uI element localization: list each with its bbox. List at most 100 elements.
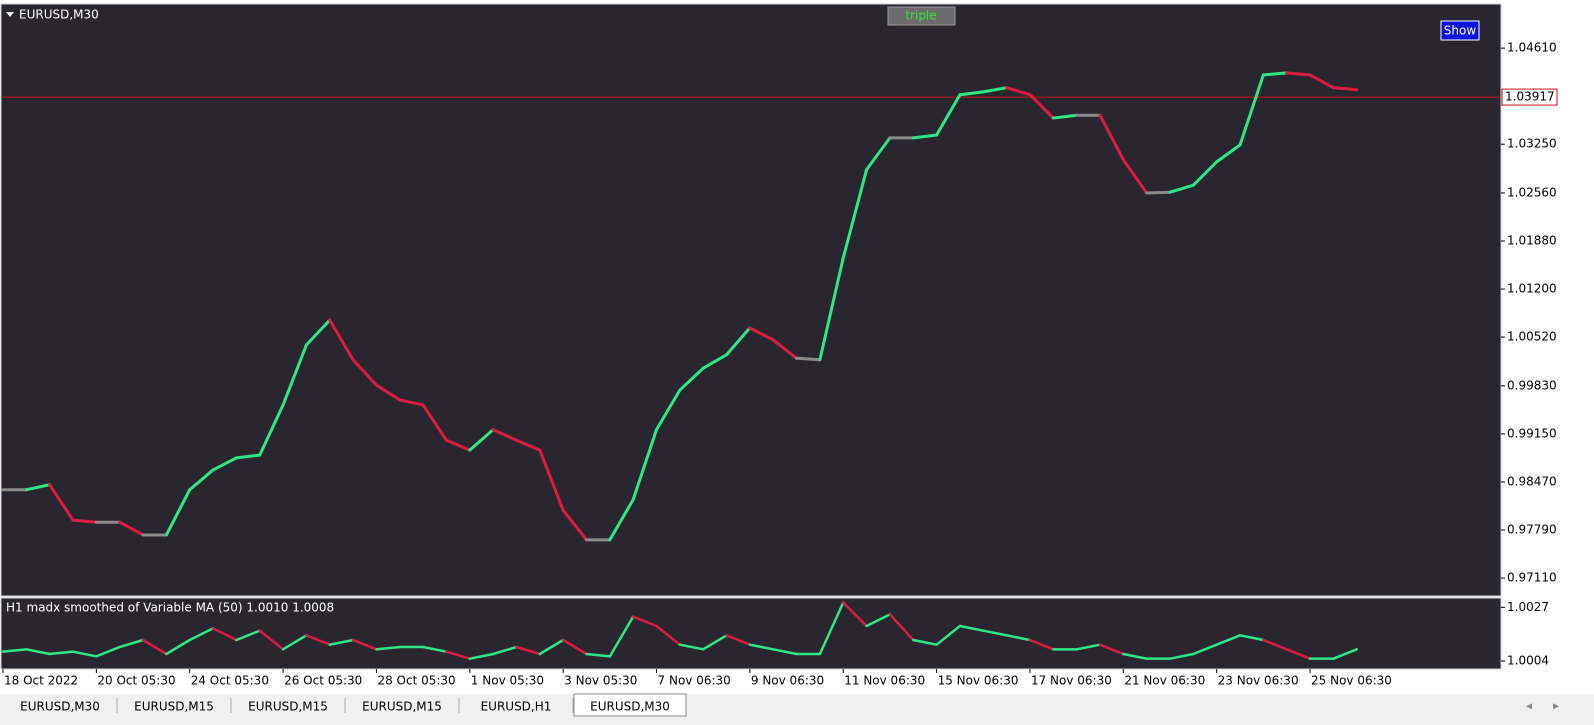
tab-label: EURUSD,M15 (362, 700, 442, 714)
tab[interactable] (460, 697, 572, 716)
line-segment (1121, 158, 1149, 195)
line-segment (421, 403, 448, 442)
line-segment (678, 366, 705, 392)
price-box (1501, 88, 1558, 106)
line-segment (515, 645, 542, 656)
line-segment (701, 634, 728, 651)
line-segment (1168, 183, 1195, 194)
line-segment (538, 638, 565, 656)
line-segment (211, 456, 238, 472)
line-segment (71, 650, 98, 658)
line-segment (1005, 86, 1032, 97)
line-segment (351, 638, 378, 651)
tab-label: EURUSD,M15 (248, 700, 328, 714)
menu-arrow[interactable] (6, 12, 14, 17)
line-segment (165, 638, 191, 656)
line-segment (841, 168, 869, 260)
main-panel (0, 3, 1502, 597)
x-tick-label: 7 Nov 06:30 (658, 674, 731, 688)
line-segment (1285, 71, 1312, 77)
tab[interactable] (346, 697, 458, 716)
scroll-left: ◂ (1526, 699, 1532, 713)
line-segment (982, 629, 1008, 637)
line-segment (631, 615, 658, 628)
line-segment (491, 428, 518, 442)
y-tick-label: 1.0027 (1507, 600, 1549, 614)
line-segment (1285, 648, 1312, 660)
tab[interactable] (232, 697, 344, 716)
line-segment (48, 483, 75, 522)
line-segment (1075, 643, 1102, 651)
triple-button[interactable] (887, 6, 956, 26)
line-segment (1168, 652, 1195, 660)
line-segment (585, 652, 612, 658)
tab-label: EURUSD,H1 (481, 700, 552, 714)
y-tick-label: 0.98470 (1507, 474, 1557, 488)
line-segment (748, 643, 775, 651)
line-segment (188, 468, 215, 492)
line-segment (561, 638, 588, 656)
line-segment (211, 627, 238, 642)
line-segment (538, 448, 565, 512)
line-segment (841, 601, 868, 628)
y-tick-label: 1.01200 (1507, 282, 1557, 296)
line-segment (935, 93, 962, 137)
line-segment (468, 428, 495, 452)
scroll-right: ▸ (1553, 699, 1559, 713)
tab[interactable] (4, 697, 116, 716)
line-segment (374, 383, 402, 402)
line-segment (818, 256, 845, 362)
line-segment (421, 645, 448, 653)
line-segment (118, 638, 145, 649)
x-tick-label: 23 Nov 06:30 (1218, 674, 1299, 688)
y-tick-label: 0.99830 (1507, 378, 1557, 392)
line-segment (608, 498, 635, 542)
line-segment (25, 648, 51, 656)
line-segment (258, 629, 285, 651)
triple-label: triple (905, 9, 936, 23)
line-segment (445, 650, 472, 660)
line-segment (1238, 73, 1265, 147)
line-segment (958, 90, 985, 97)
x-tick-label: 26 Oct 05:30 (284, 674, 362, 688)
line-segment (234, 453, 262, 460)
line-segment (328, 318, 355, 362)
indicator-title: H1 madx smoothed of Variable MA (50) 1.0… (6, 601, 334, 615)
line-segment (771, 648, 798, 656)
x-tick-label: 1 Nov 05:30 (471, 674, 544, 688)
line-segment (1191, 160, 1219, 187)
line-segment (514, 438, 542, 452)
line-segment (491, 645, 518, 656)
y-tick-label: 1.03250 (1507, 137, 1557, 151)
line-segment (281, 343, 308, 407)
line-segment (888, 613, 915, 642)
line-segment (1308, 73, 1335, 90)
line-segment (655, 388, 682, 432)
tab[interactable] (573, 693, 687, 717)
y-tick-label: 1.00520 (1507, 330, 1557, 344)
line-segment (701, 353, 729, 370)
line-segment (912, 638, 938, 646)
show-button[interactable] (1440, 20, 1480, 41)
line-segment (1261, 71, 1289, 77)
line-segment (935, 624, 962, 646)
line-segment (305, 634, 332, 646)
line-segment (188, 627, 215, 642)
show-label: Show (1444, 24, 1477, 38)
line-segment (678, 643, 705, 651)
line-segment (1, 648, 28, 653)
line-segment (1145, 190, 1172, 195)
line-segment (118, 520, 145, 537)
symbol: EURUSD,M30 (19, 8, 99, 22)
line-segment (725, 634, 752, 646)
line-segment (748, 326, 775, 342)
tab-label: EURUSD,M30 (20, 700, 100, 714)
tab-label: EURUSD,M15 (134, 700, 214, 714)
tab[interactable] (118, 697, 230, 716)
line-segment (818, 601, 845, 656)
line-segment (351, 358, 378, 387)
line-segment (911, 133, 939, 140)
line-segment (1331, 86, 1359, 92)
y-tick-label: 1.02560 (1507, 185, 1557, 199)
line-segment (1028, 638, 1055, 651)
